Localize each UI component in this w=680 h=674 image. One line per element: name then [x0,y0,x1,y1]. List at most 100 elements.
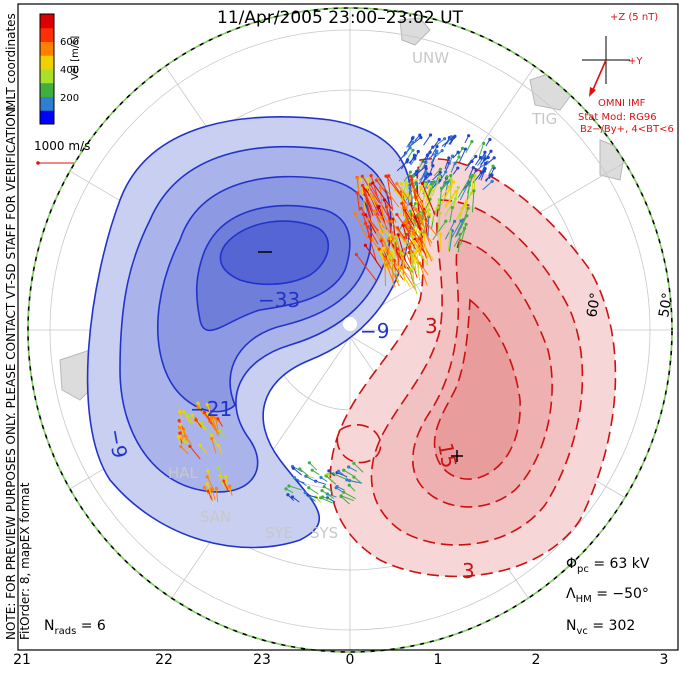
velocity-vector [405,207,419,229]
velocity-vector [457,176,471,198]
velocity-vector-origin [408,186,412,190]
velocity-vector [414,166,427,176]
velocity-vector [445,191,457,207]
velocity-vector-origin [413,208,418,212]
station-san: SAN [200,508,231,526]
velocity-vector [397,266,411,288]
velocity-vector-origin [438,167,443,171]
velocity-vector [384,259,387,286]
velocity-vector-origin [451,180,455,184]
velocity-vector-origin [327,469,331,473]
velocity-vector-origin [310,468,314,472]
velocity-vector-origin [202,485,206,490]
velocity-vector-origin [408,170,413,174]
velocity-vector-origin [386,259,390,263]
velocity-vector-origin [464,199,469,203]
velocity-vector [435,138,445,147]
velocity-vector-origin [363,221,368,225]
velocity-vector [293,467,303,476]
velocity-vector-origin [202,410,207,415]
velocity-vector-origin [360,183,365,188]
velocity-vector [212,424,219,437]
velocity-vector [299,468,309,477]
velocity-vector [453,228,465,248]
colorbar-segment [40,55,54,70]
velocity-vector-origin [196,401,200,405]
scale-vector-label: 1000 m/s [34,139,91,153]
velocity-vector [189,445,201,460]
velocity-vector [450,163,456,173]
velocity-vector [411,255,415,283]
velocity-vector-origin [448,229,452,233]
velocity-vector-origin [303,491,307,495]
velocity-vector [211,438,217,454]
contour-label-pos-3: 3 [462,559,475,583]
velocity-vector-origin [444,170,448,174]
velocity-vector-origin [471,166,475,170]
velocity-vector [444,198,456,217]
velocity-vector [198,422,207,431]
velocity-vector-origin [453,197,458,201]
velocity-vector-origin [472,189,476,193]
station-hal: HAL [168,464,199,482]
velocity-vector [373,210,384,234]
velocity-vector [415,208,437,236]
velocity-vector [204,412,213,425]
station-tig: TIG [531,110,557,128]
imf-model-line-3: Bz−/By+, 4<BT<6 [580,124,674,135]
velocity-vector-origin [292,476,297,480]
colorbar-tick-200: 200 [60,93,80,104]
velocity-vector [434,150,443,159]
velocity-vector [456,215,468,237]
velocity-vector [419,263,428,286]
velocity-vector [320,497,333,504]
velocity-vector-origin [411,231,416,235]
stat-n-rads: Nrads = 6 [44,618,106,637]
velocity-vector-origin [379,239,383,243]
imf-y-label: +Y [628,56,643,67]
velocity-vector-origin [304,474,308,478]
velocity-vector [407,175,415,187]
velocity-vector [478,143,485,157]
velocity-vector [387,261,400,287]
velocity-vector-origin [467,134,471,138]
velocity-vector-origin [456,150,460,154]
velocity-vector-origin [474,168,478,172]
contour-label-pos-1: 3 [425,314,438,338]
velocity-vector [480,170,485,181]
velocity-vector-origin [438,175,442,179]
velocity-vector-origin [385,263,389,267]
velocity-vector [425,146,434,157]
velocity-vector [450,179,452,199]
velocity-vector [206,404,212,416]
velocity-vector-origin [177,419,181,423]
velocity-vector-origin [488,137,492,142]
velocity-vector [326,475,337,485]
velocity-vector-origin [491,164,495,168]
velocity-vector [369,184,389,216]
velocity-vector-origin [377,247,381,251]
velocity-vector-origin [483,150,487,154]
velocity-vector-origin [440,149,444,153]
velocity-vector [416,250,420,269]
velocity-vector-origin [178,409,182,414]
velocity-vector-origin [177,425,182,429]
velocity-vector-origin [456,185,460,190]
mlt-tick-0: 0 [345,652,355,668]
velocity-vector-origin [379,249,383,254]
velocity-vector-origin [371,181,375,185]
velocity-vector-origin [426,172,430,176]
velocity-vector [420,215,431,247]
velocity-vector-origin [438,211,442,215]
velocity-vector-origin [429,182,434,186]
velocity-vector-origin [408,267,412,271]
velocity-vector-origin [336,469,341,473]
velocity-vector-origin [453,161,457,165]
velocity-vector-origin [404,206,408,210]
velocity-vector-origin [342,468,346,472]
velocity-vector [218,445,223,455]
velocity-vector-origin [369,173,373,178]
velocity-vector-origin [366,177,370,181]
velocity-vector-origin [418,133,422,137]
